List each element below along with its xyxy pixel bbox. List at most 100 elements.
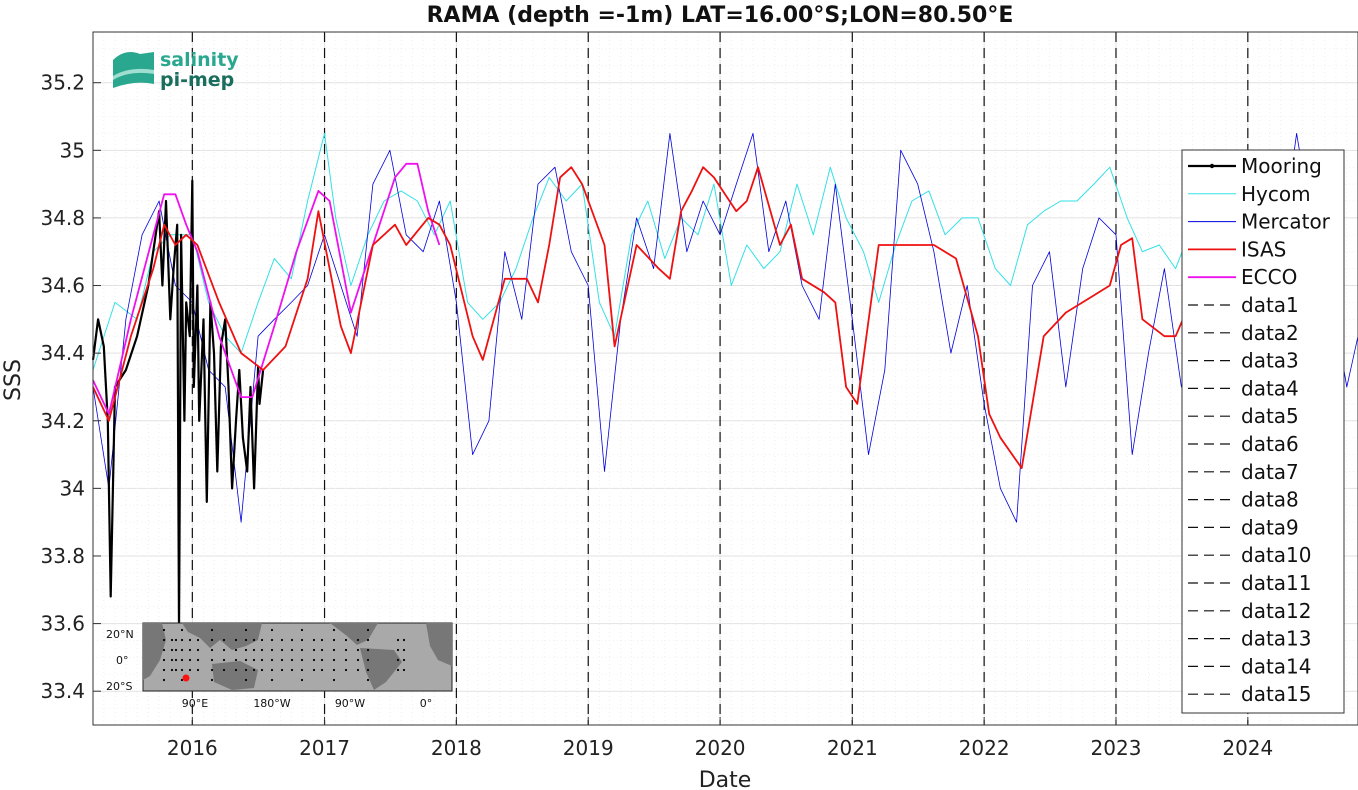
legend-label: data13 <box>1241 627 1312 651</box>
buoy-dot <box>402 658 406 662</box>
buoy-dot <box>260 668 264 672</box>
logo-text-salinity: salinity <box>160 49 239 71</box>
buoy-dot <box>210 638 214 642</box>
series-line-mercator <box>92 132 1358 523</box>
buoy-dot <box>320 648 324 652</box>
inset-ylabel-20n: 20°N <box>106 628 134 641</box>
x-axis-label: Date <box>699 768 752 790</box>
buoy-dot <box>210 678 214 682</box>
y-axis-label: SSS <box>1 359 26 401</box>
buoy-dot <box>402 668 406 672</box>
buoy-dot <box>234 648 238 652</box>
buoy-dot <box>222 658 226 662</box>
buoy-dot <box>320 638 324 642</box>
y-tick-label: 34 <box>60 476 85 500</box>
x-tick-label: 2017 <box>299 736 350 760</box>
buoy-dot <box>244 668 248 672</box>
buoy-dot <box>402 638 406 642</box>
buoy-dot <box>402 648 406 652</box>
buoy-dot <box>356 658 360 662</box>
buoy-dot <box>162 658 166 662</box>
buoy-dot <box>180 638 184 642</box>
legend-label: data2 <box>1241 321 1299 345</box>
series-line-ecco <box>92 162 441 415</box>
buoy-dot <box>332 668 336 672</box>
buoy-dot <box>174 668 178 672</box>
chart-title: RAMA (depth =-1m) LAT=16.00°S;LON=80.50°… <box>427 3 1014 28</box>
buoy-dot <box>180 668 184 672</box>
inset-map-south-america <box>360 648 402 690</box>
buoy-dot <box>396 658 400 662</box>
buoy-dot <box>222 668 226 672</box>
buoy-dot <box>366 678 370 682</box>
legend-box <box>1181 149 1345 714</box>
location-inset-map: 20°N 0° 20°S 90°E 180°W 90°W 0° <box>106 622 453 710</box>
buoy-dot <box>366 668 370 672</box>
inset-map-africa <box>143 623 166 680</box>
buoy-dot <box>252 648 256 652</box>
y-tick-label: 34.8 <box>40 206 85 230</box>
buoy-dot <box>188 668 192 672</box>
inset-ylabel-0: 0° <box>116 654 129 667</box>
buoy-dot <box>270 628 274 632</box>
buoy-dot <box>188 658 192 662</box>
buoy-dot <box>174 648 178 652</box>
buoy-dot <box>162 678 166 682</box>
buoy-dot <box>332 628 336 632</box>
series-line-isas <box>92 166 1199 470</box>
x-tick-label: 2018 <box>431 736 482 760</box>
buoy-dot <box>234 638 238 642</box>
buoy-dot <box>170 638 174 642</box>
x-tick-label: 2021 <box>827 736 878 760</box>
buoy-dot <box>270 678 274 682</box>
data-series <box>91 132 1358 632</box>
legend-label: data5 <box>1241 404 1299 428</box>
x-tick-label: 2019 <box>563 736 614 760</box>
buoy-dot <box>332 648 336 652</box>
buoy-dot <box>344 648 348 652</box>
y-tick-label: 34.2 <box>40 409 85 433</box>
y-tick-label: 34.6 <box>40 274 85 298</box>
buoy-dot <box>174 638 178 642</box>
y-tick-label: 34.4 <box>40 341 85 365</box>
inset-xlabel-90e: 90°E <box>182 697 208 710</box>
buoy-dot <box>290 668 294 672</box>
rama-buoy-array <box>162 628 406 682</box>
y-tick-label: 35.2 <box>40 71 85 95</box>
buoy-dot <box>222 638 226 642</box>
buoy-dot <box>366 648 370 652</box>
y-tick-label: 33.8 <box>40 544 85 568</box>
x-tick-label: 2022 <box>959 736 1010 760</box>
buoy-dot <box>332 658 336 662</box>
legend-label: data8 <box>1241 488 1299 512</box>
buoy-dot <box>312 668 316 672</box>
legend-label: Hycom <box>1241 182 1311 206</box>
buoy-dot <box>300 658 304 662</box>
buoy-dot <box>344 638 348 642</box>
inset-map-asia <box>182 623 262 650</box>
buoy-dot <box>180 648 184 652</box>
x-tick-label: 2023 <box>1091 736 1142 760</box>
buoy-dot <box>300 668 304 672</box>
buoy-dot <box>396 648 400 652</box>
buoy-dot <box>356 648 360 652</box>
buoy-dot <box>244 648 248 652</box>
x-tick-label: 2024 <box>1222 736 1273 760</box>
buoy-dot <box>196 648 200 652</box>
buoy-dot <box>244 678 248 682</box>
buoy-dot <box>244 658 248 662</box>
series-line-mooring <box>91 179 265 632</box>
buoy-dot <box>344 668 348 672</box>
inset-map-west-africa <box>426 623 452 666</box>
buoy-dot <box>332 638 336 642</box>
legend-label: ISAS <box>1241 237 1286 261</box>
buoy-dot <box>260 638 264 642</box>
buoy-dot <box>270 668 274 672</box>
buoy-dot <box>180 658 184 662</box>
buoy-dot <box>222 648 226 652</box>
buoy-dot <box>196 658 200 662</box>
buoy-dot <box>356 638 360 642</box>
inset-map-australia <box>212 661 258 690</box>
legend-label: data12 <box>1241 599 1312 623</box>
inset-xlabel-0: 0° <box>420 697 433 710</box>
